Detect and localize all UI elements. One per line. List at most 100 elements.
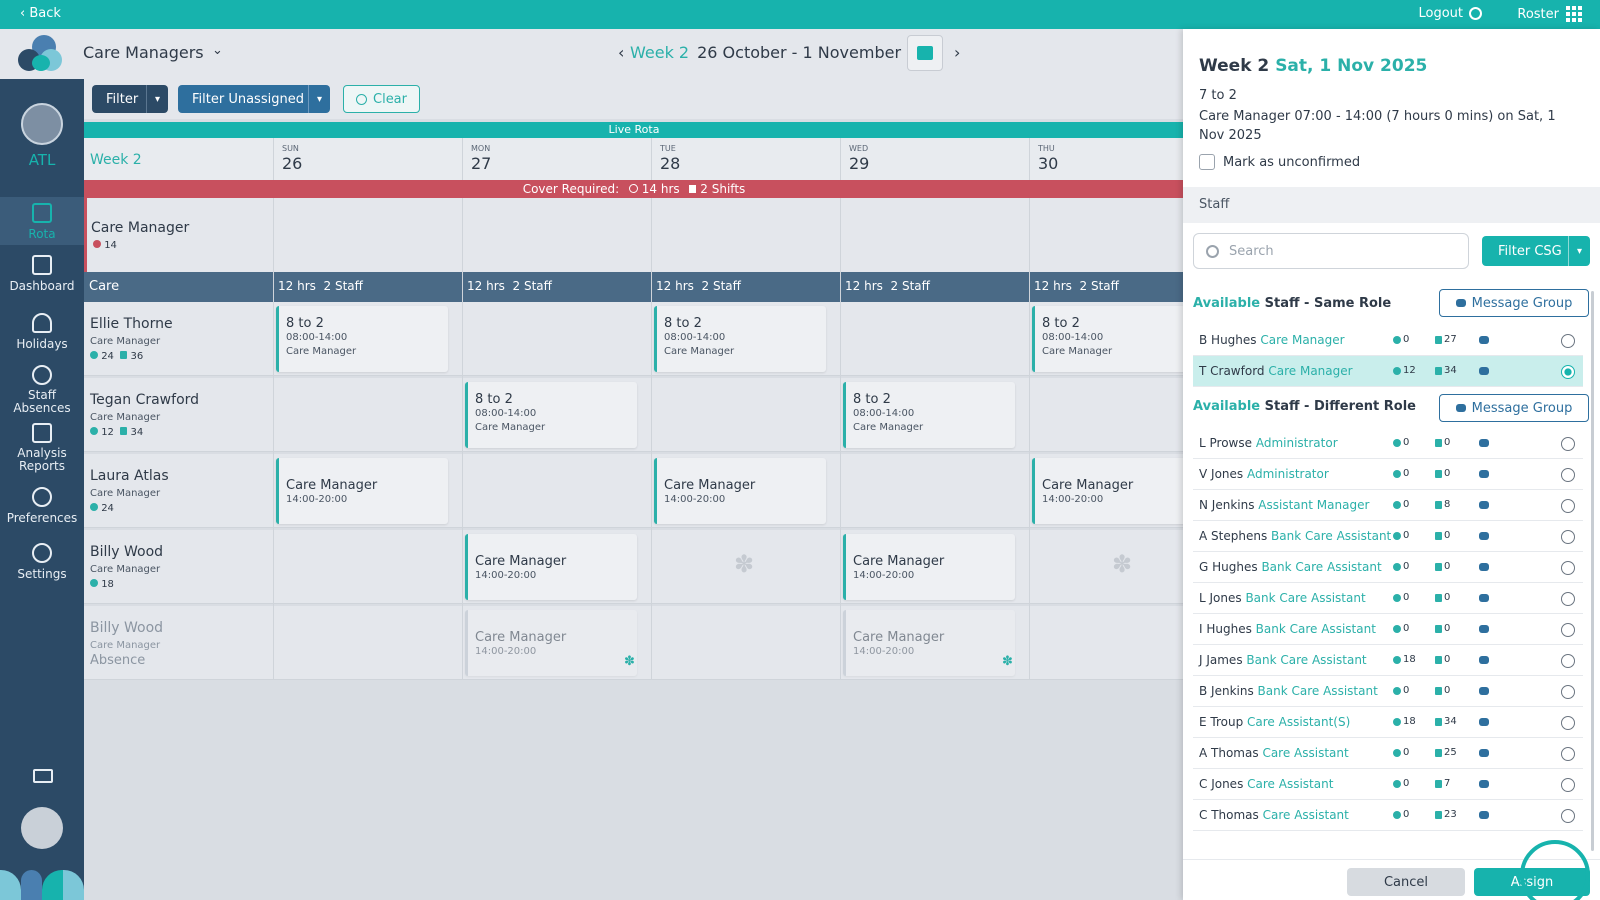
rota-group-title[interactable]: Care Managers [83, 43, 204, 62]
chat-icon[interactable] [1479, 336, 1489, 344]
staff-option-row[interactable]: B Hughes Care Manager 0 27 [1193, 325, 1583, 356]
staff-option-row[interactable]: I Hughes Bank Care Assistant 0 0 [1193, 614, 1583, 645]
sidebar-item-settings[interactable]: Settings [0, 543, 84, 581]
shift-card[interactable]: 8 to 2 08:00-14:00 Care Manager [654, 306, 826, 372]
logout-button[interactable]: Logout [1418, 6, 1482, 21]
shift-bag-icon [1435, 500, 1442, 509]
calendar-picker-button[interactable] [907, 35, 943, 71]
shift-card[interactable]: Care Manager 14:00-20:00 [654, 458, 826, 524]
staff-name[interactable]: Laura Atlas [90, 468, 169, 484]
chat-icon[interactable] [1479, 625, 1489, 633]
chat-icon[interactable] [1479, 501, 1489, 509]
staff-option-row[interactable]: L Jones Bank Care Assistant 0 0 [1193, 583, 1583, 614]
sidebar-item-preferences[interactable]: Preferences [0, 487, 84, 525]
staff-option-row[interactable]: L Prowse Administrator 0 0 [1193, 428, 1583, 459]
shift-card[interactable]: 8 to 2 08:00-14:00 Care Manager [843, 382, 1015, 448]
staff-option-row[interactable]: A Thomas Care Assistant 0 25 [1193, 738, 1583, 769]
select-radio[interactable] [1561, 437, 1575, 451]
select-radio[interactable] [1561, 365, 1575, 379]
sidebar-item-analysis-reports[interactable]: Analysis Reports [0, 423, 84, 473]
shift-card[interactable]: Care Manager 14:00-20:00 [465, 610, 637, 676]
sidebar-item-staff-absences[interactable]: Staff Absences [0, 365, 84, 415]
sidebar-item-holidays[interactable]: Holidays [0, 313, 84, 351]
chat-icon[interactable] [1479, 811, 1489, 819]
mark-unconfirmed-checkbox[interactable]: Mark as unconfirmed [1199, 154, 1360, 170]
shift-card[interactable]: 8 to 2 08:00-14:00 Care Manager [465, 382, 637, 448]
chat-icon[interactable] [1479, 532, 1489, 540]
chat-icon[interactable] [1479, 594, 1489, 602]
message-group-button[interactable]: Message Group [1439, 289, 1589, 317]
chat-icon[interactable] [1479, 656, 1489, 664]
checkbox-box[interactable] [1199, 154, 1215, 170]
select-radio[interactable] [1561, 716, 1575, 730]
cancel-button[interactable]: Cancel [1347, 868, 1465, 896]
chat-icon[interactable] [1479, 780, 1489, 788]
staff-option-row[interactable]: C Thomas Care Assistant 0 23 [1193, 800, 1583, 831]
prev-week-icon[interactable]: ‹ [618, 43, 625, 62]
select-radio[interactable] [1561, 499, 1575, 513]
chat-icon[interactable] [1479, 718, 1489, 726]
staff-option-row[interactable]: T Crawford Care Manager 12 34 [1193, 356, 1583, 387]
select-radio[interactable] [1561, 468, 1575, 482]
chevron-down-icon[interactable]: ⌄ [212, 43, 223, 58]
day-header[interactable]: SUN 26 [273, 138, 462, 180]
filter-button[interactable]: Filter ▾ [92, 85, 168, 113]
select-radio[interactable] [1561, 778, 1575, 792]
chevron-down-icon[interactable]: ▾ [1568, 236, 1590, 266]
day-header[interactable]: WED 29 [840, 138, 1029, 180]
chat-icon[interactable] [1479, 439, 1489, 447]
staff-name[interactable]: Billy Wood [90, 620, 164, 636]
filter-unassigned-button[interactable]: Filter Unassigned ▾ [178, 85, 330, 113]
staff-search-input[interactable]: Search [1193, 233, 1469, 269]
next-week-icon[interactable]: › [954, 43, 961, 62]
chevron-down-icon[interactable]: ▾ [308, 85, 330, 113]
clear-button[interactable]: Clear [343, 85, 420, 113]
back-link[interactable]: ‹ Back [20, 6, 61, 21]
select-radio[interactable] [1561, 623, 1575, 637]
mail-icon[interactable] [33, 769, 53, 783]
chat-icon[interactable] [1479, 470, 1489, 478]
staff-option-row[interactable]: E Troup Care Assistant(S) 18 34 [1193, 707, 1583, 738]
chat-icon[interactable] [1479, 687, 1489, 695]
staff-option-row[interactable]: V Jones Administrator 0 0 [1193, 459, 1583, 490]
select-radio[interactable] [1561, 530, 1575, 544]
organisation-avatar[interactable] [21, 103, 63, 145]
message-group-button[interactable]: Message Group [1439, 394, 1589, 422]
shift-card[interactable]: Care Manager 14:00-20:00 [843, 534, 1015, 600]
staff-name[interactable]: Billy Wood [90, 544, 164, 560]
staff-name[interactable]: Ellie Thorne [90, 316, 173, 332]
select-radio[interactable] [1561, 747, 1575, 761]
chat-icon[interactable] [1479, 749, 1489, 757]
staff-option-row[interactable]: G Hughes Bank Care Assistant 0 0 [1193, 552, 1583, 583]
staff-option-row[interactable]: J James Bank Care Assistant 18 0 [1193, 645, 1583, 676]
select-radio[interactable] [1561, 654, 1575, 668]
shift-card[interactable]: Care Manager 14:00-20:00 [465, 534, 637, 600]
day-header[interactable]: THU 30 [1029, 138, 1184, 180]
filter-csg-button[interactable]: Filter CSG ▾ [1482, 236, 1590, 266]
select-radio[interactable] [1561, 561, 1575, 575]
chat-icon[interactable] [1479, 563, 1489, 571]
staff-name[interactable]: Tegan Crawford [90, 392, 200, 408]
select-radio[interactable] [1561, 809, 1575, 823]
staff-option-row[interactable]: C Jones Care Assistant 0 7 [1193, 769, 1583, 800]
sidebar-item-rota[interactable]: Rota [0, 197, 84, 245]
user-avatar[interactable] [21, 807, 63, 849]
panel-scrollbar[interactable] [1591, 291, 1594, 851]
shift-card[interactable]: Care Manager 14:00-20:00 [276, 458, 448, 524]
staff-option-row[interactable]: N Jenkins Assistant Manager 0 8 [1193, 490, 1583, 521]
shift-card[interactable]: Care Manager 14:00-20:00 [1032, 458, 1204, 524]
shift-card[interactable]: 8 to 2 08:00-14:00 Care Manager [1032, 306, 1204, 372]
chevron-down-icon[interactable]: ▾ [146, 85, 168, 113]
select-radio[interactable] [1561, 334, 1575, 348]
staff-option-row[interactable]: A Stephens Bank Care Assistant 0 0 [1193, 521, 1583, 552]
sidebar-item-dashboard[interactable]: Dashboard [0, 255, 84, 293]
select-radio[interactable] [1561, 685, 1575, 699]
chat-icon[interactable] [1479, 367, 1489, 375]
select-radio[interactable] [1561, 592, 1575, 606]
day-header[interactable]: MON 27 [462, 138, 651, 180]
day-header[interactable]: TUE 28 [651, 138, 840, 180]
staff-option-row[interactable]: B Jenkins Bank Care Assistant 0 0 [1193, 676, 1583, 707]
shift-card[interactable]: 8 to 2 08:00-14:00 Care Manager [276, 306, 448, 372]
shift-card[interactable]: Care Manager 14:00-20:00 [843, 610, 1015, 676]
roster-button[interactable]: Roster [1517, 6, 1582, 22]
